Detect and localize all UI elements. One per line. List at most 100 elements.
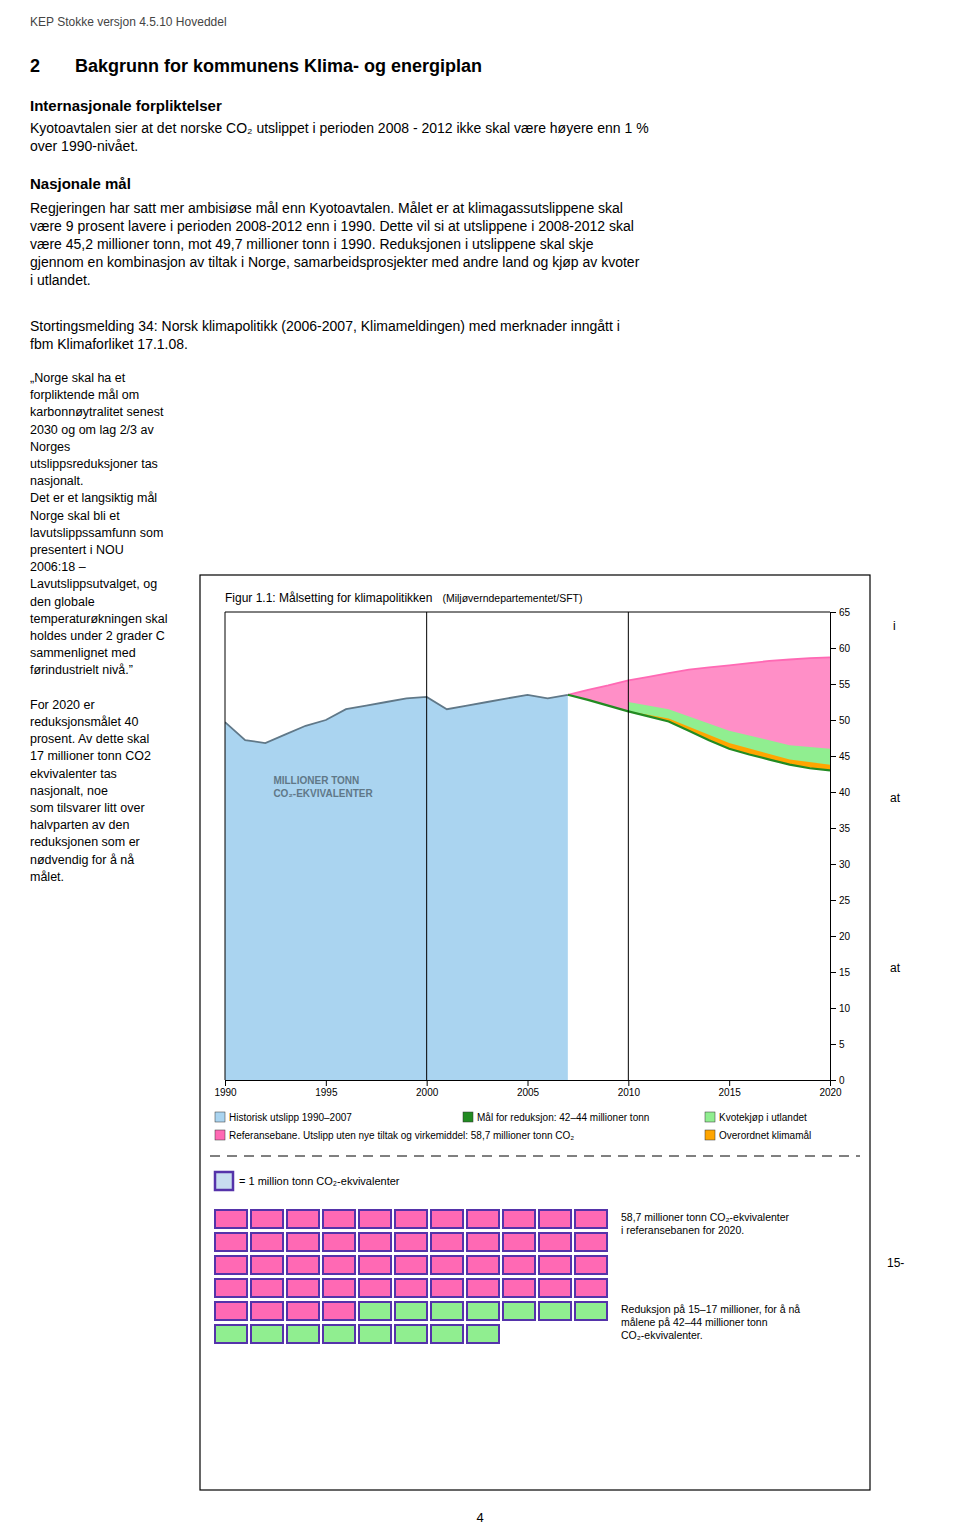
tile (395, 1279, 427, 1297)
tile (503, 1210, 535, 1228)
legend: Historisk utslipp 1990–2007Mål for reduk… (215, 1112, 811, 1141)
paragraph-line: over 1990-nivået. (30, 138, 138, 154)
band (628, 702, 830, 770)
frame-line (225, 612, 226, 1080)
tick-label: 10 (839, 1003, 851, 1014)
paragraph-line: Regjeringen har satt mer ambisiøse mål e… (30, 200, 623, 216)
tick-label: 30 (839, 859, 851, 870)
side-text-line: Norges (30, 440, 70, 454)
tile (539, 1302, 571, 1320)
tick-label: 35 (839, 823, 851, 834)
tick: 20 (830, 931, 851, 942)
tile (539, 1210, 571, 1228)
legend-swatch (215, 1130, 225, 1140)
tile (539, 1279, 571, 1297)
legend-swatch (705, 1130, 715, 1140)
tile (359, 1302, 391, 1320)
tick-label: 1995 (315, 1087, 338, 1098)
tick-label: 40 (839, 787, 851, 798)
annotation-line: CO₂-ekvivalenter. (621, 1329, 703, 1341)
scale-swatch (215, 1172, 233, 1190)
margin-mark: at (890, 961, 901, 975)
legend-item: Historisk utslipp 1990–2007 (215, 1112, 352, 1123)
tick: 15 (830, 967, 851, 978)
tick: 1995 (315, 1080, 338, 1098)
annotation-line: målene på 42–44 millioner tonn (621, 1316, 768, 1328)
tick: 2000 (416, 1080, 439, 1098)
side-text-line: temperaturøkningen skal (30, 612, 168, 626)
side-text-line: forpliktende mål om (30, 388, 139, 402)
paragraph-line: fbm Klimaforliket 17.1.08. (30, 336, 188, 352)
tile (467, 1233, 499, 1251)
tile (359, 1325, 391, 1343)
tile (395, 1256, 427, 1274)
tile (251, 1210, 283, 1228)
side-text-line: målet. (30, 870, 64, 884)
page: KEP Stokke versjon 4.5.10 Hoveddel2Bakgr… (0, 0, 960, 1530)
paragraph-line: i utlandet. (30, 272, 91, 288)
tick-mark (830, 648, 836, 649)
tick: 45 (830, 751, 851, 762)
y-axis-title-line: MILLIONER TONN (273, 775, 359, 786)
y-axis-title: MILLIONER TONNCO₂-EKVIVALENTER (273, 775, 373, 799)
tile (575, 1210, 607, 1228)
margin-mark: 15- (887, 1256, 904, 1270)
tick-label: 60 (839, 643, 851, 654)
tick: 50 (830, 715, 851, 726)
side-text-line: Det er et langsiktig mål (30, 491, 157, 505)
annotation-line: i referansebanen for 2020. (621, 1224, 744, 1236)
tick: 65 (830, 607, 851, 618)
tile (287, 1233, 319, 1251)
tick-label: 45 (839, 751, 851, 762)
paragraph-line: Stortingsmelding 34: Norsk klimapolitikk… (30, 318, 620, 334)
tick: 2005 (517, 1080, 540, 1098)
tile (539, 1233, 571, 1251)
axis-line (831, 613, 837, 1081)
frame-line (225, 612, 830, 613)
page-title: KEP Stokke versjon 4.5.10 Hoveddel (30, 15, 227, 29)
tick-mark (830, 900, 836, 901)
tick-label: 55 (839, 679, 851, 690)
tile (323, 1302, 355, 1320)
side-text-line: den globale (30, 595, 95, 609)
legend-swatch (705, 1112, 715, 1122)
page-number: 4 (476, 1510, 483, 1525)
tile (431, 1256, 463, 1274)
tick-label: 2005 (517, 1087, 540, 1098)
tile (467, 1302, 499, 1320)
tick-mark (528, 1080, 529, 1086)
tick-label: 2015 (719, 1087, 742, 1098)
tile (431, 1302, 463, 1320)
tick-mark (830, 936, 836, 937)
side-text-line: prosent. Av dette skal (30, 732, 149, 746)
tick: 40 (830, 787, 851, 798)
tile (251, 1233, 283, 1251)
tile (215, 1279, 247, 1297)
tile (395, 1302, 427, 1320)
tick-label: 2010 (618, 1087, 641, 1098)
axis-line (226, 1081, 831, 1087)
tick-label: 15 (839, 967, 851, 978)
tile (323, 1210, 355, 1228)
legend-swatch (215, 1112, 225, 1122)
legend-label: Kvotekjøp i utlandet (719, 1112, 807, 1123)
side-text-line: lavutslippssamfunn som (30, 526, 163, 540)
tile (323, 1279, 355, 1297)
tile (575, 1256, 607, 1274)
tick-mark (830, 792, 836, 793)
waffle: = 1 million tonn CO₂-ekvivalenter58,7 mi… (215, 1172, 800, 1343)
tick-label: 50 (839, 715, 851, 726)
scale-label: = 1 million tonn CO₂-ekvivalenter (239, 1175, 400, 1187)
tile (323, 1325, 355, 1343)
tick: 0 (830, 1075, 845, 1086)
tile (539, 1256, 571, 1274)
side-text-line: førindustrielt nivå.” (30, 663, 133, 677)
legend-label: Historisk utslipp 1990–2007 (229, 1112, 352, 1123)
tile (431, 1325, 463, 1343)
legend-swatch (463, 1112, 473, 1122)
section-number: 2 (30, 56, 40, 76)
heading: Internasjonale forpliktelser (30, 97, 222, 114)
tick-mark (225, 1080, 226, 1086)
tile (251, 1256, 283, 1274)
side-text-line: nasjonalt, noe (30, 784, 108, 798)
